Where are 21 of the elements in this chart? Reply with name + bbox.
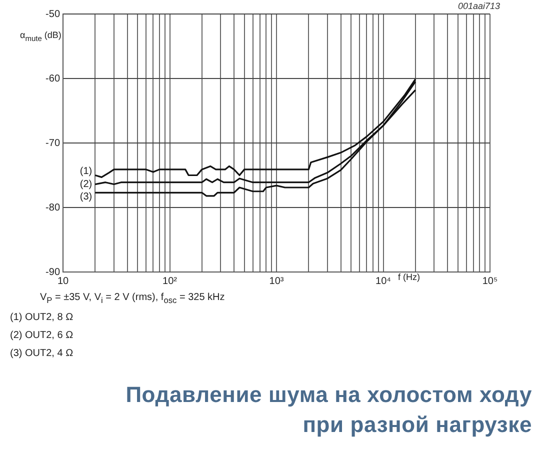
- series-label: (1): [80, 166, 92, 177]
- series-label: (2): [80, 179, 92, 190]
- x-tick-label: 10⁵: [482, 276, 498, 287]
- y-axis-title: α$_{mute}$ (dB): [20, 30, 62, 44]
- y-tick-label: -70: [46, 138, 60, 149]
- text: 001aai713: [458, 1, 500, 11]
- text: Подавление шума на холостом ходу при разной нагрузке: [124, 381, 532, 439]
- text: (2) OUT2, 6 Ω: [10, 330, 74, 341]
- x-tick-label: 10: [57, 276, 69, 287]
- x-tick-label: 10³: [269, 276, 284, 287]
- y-tick-label: -90: [46, 266, 60, 278]
- x-tick-label: 10⁴: [376, 276, 391, 287]
- x-tick-label: 10²: [162, 276, 178, 287]
- text: (1) OUT2, 8 Ω: [10, 312, 74, 323]
- x-axis-title: f (Hz): [398, 272, 420, 282]
- y-tick-label: -60: [46, 73, 60, 84]
- series-label: (3): [80, 191, 92, 202]
- text: V$_{P}$ = ±35 V, V$_{i}$ = 2 V (rms), f$_{osc}$ = 325 kHz: [40, 292, 225, 305]
- text: (3) OUT2, 4 Ω: [10, 348, 74, 359]
- y-tick-label: -50: [46, 8, 60, 20]
- y-tick-label: -80: [46, 202, 60, 214]
